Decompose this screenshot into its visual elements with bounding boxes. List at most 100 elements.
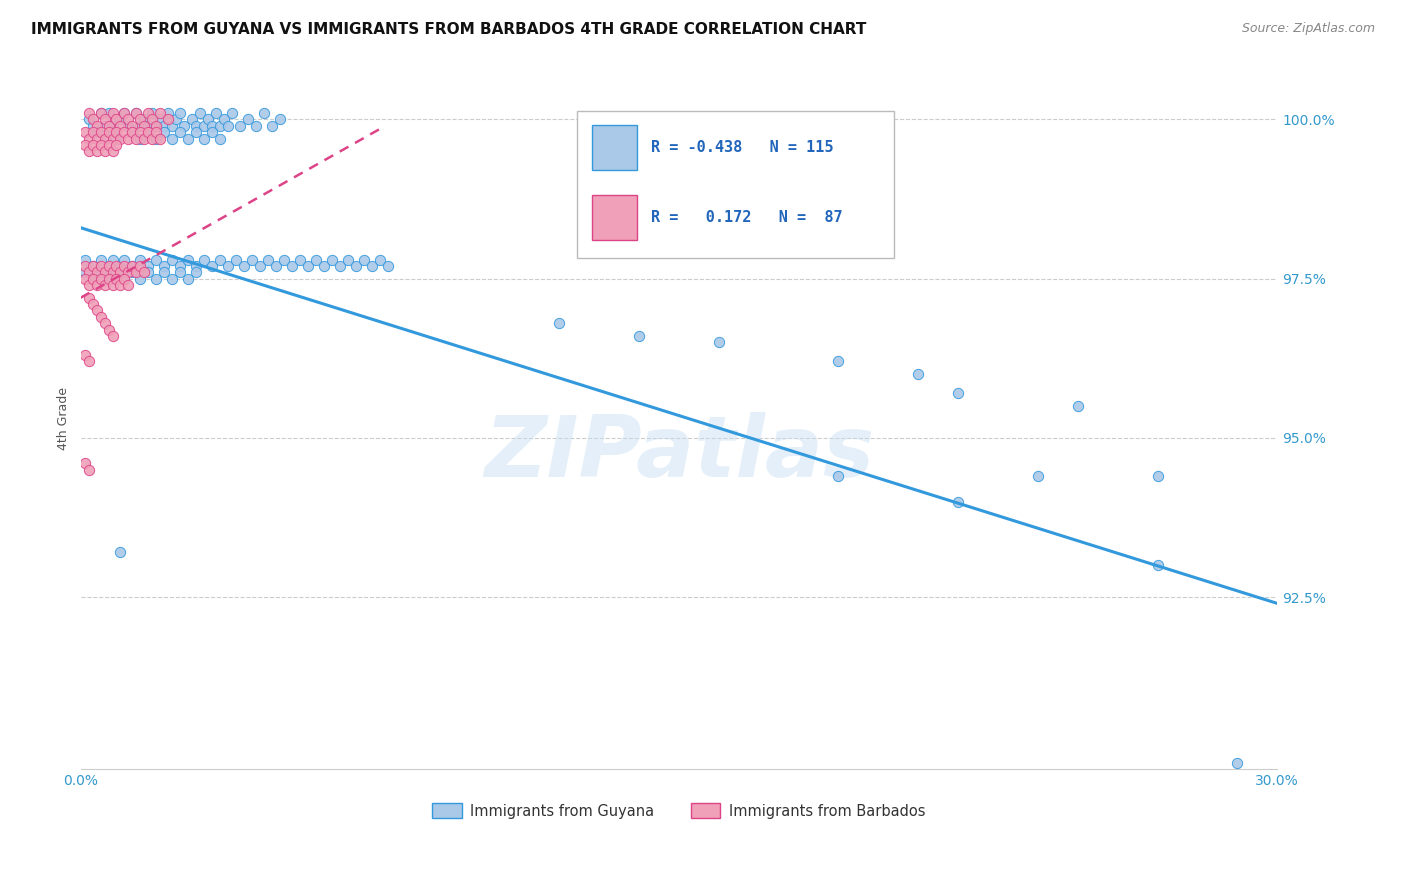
Point (193, 131, 215, 145)
Point (217, 119, 239, 133)
Text: IMMIGRANTS FROM GUYANA VS IMMIGRANTS FROM BARBADOS 4TH GRADE CORRELATION CHART: IMMIGRANTS FROM GUYANA VS IMMIGRANTS FRO… (31, 22, 866, 37)
Point (186, 125, 208, 139)
Point (1026, 469, 1049, 483)
Point (117, 265, 139, 279)
Point (138, 106, 160, 120)
Point (125, 131, 148, 145)
Point (97, 271, 120, 285)
Point (1226, 756, 1249, 770)
Point (77, 106, 100, 120)
Point (177, 271, 200, 285)
Point (77, 112, 100, 127)
Point (138, 265, 160, 279)
Point (114, 106, 136, 120)
Point (77, 463, 100, 477)
Point (114, 259, 136, 273)
Point (110, 278, 132, 293)
Point (240, 252, 263, 267)
Point (169, 259, 191, 273)
Point (145, 252, 167, 267)
Point (105, 265, 128, 279)
Point (269, 112, 291, 127)
Point (353, 252, 375, 267)
Point (907, 367, 929, 381)
Point (162, 119, 184, 133)
Legend: Immigrants from Guyana, Immigrants from Barbados: Immigrants from Guyana, Immigrants from … (426, 797, 931, 825)
Point (114, 271, 136, 285)
Point (101, 119, 124, 133)
Point (153, 265, 176, 279)
Point (157, 112, 180, 127)
Point (134, 112, 156, 127)
Point (101, 106, 124, 120)
Point (90, 271, 112, 285)
Text: Source: ZipAtlas.com: Source: ZipAtlas.com (1241, 22, 1375, 36)
Point (121, 265, 143, 279)
Point (97, 119, 120, 133)
Point (86, 131, 108, 145)
Point (138, 119, 160, 133)
Point (162, 252, 184, 267)
Point (90, 265, 112, 279)
Point (90, 137, 112, 152)
Point (110, 112, 132, 127)
Point (145, 119, 167, 133)
Point (173, 119, 195, 133)
Point (121, 259, 143, 273)
Point (312, 259, 335, 273)
Point (90, 310, 112, 324)
Point (117, 278, 139, 293)
Point (225, 252, 247, 267)
Point (82, 271, 104, 285)
Point (97, 259, 120, 273)
Point (264, 259, 287, 273)
Point (707, 335, 730, 350)
Point (114, 252, 136, 267)
Point (77, 265, 100, 279)
Point (129, 125, 152, 139)
Point (121, 119, 143, 133)
Point (129, 271, 152, 285)
Point (134, 119, 156, 133)
Point (129, 259, 152, 273)
Point (377, 259, 399, 273)
Point (153, 259, 176, 273)
Point (73, 252, 96, 267)
Point (297, 259, 319, 273)
FancyBboxPatch shape (592, 194, 637, 240)
Text: ZIPatlas: ZIPatlas (484, 412, 875, 495)
Point (97, 271, 120, 285)
Point (121, 125, 143, 139)
Y-axis label: 4th Grade: 4th Grade (58, 387, 70, 450)
Point (138, 259, 160, 273)
Point (233, 259, 256, 273)
Point (360, 259, 382, 273)
Point (209, 119, 232, 133)
Point (145, 125, 167, 139)
Point (97, 137, 120, 152)
Point (105, 112, 128, 127)
Point (138, 125, 160, 139)
Point (1067, 399, 1090, 413)
Point (249, 259, 271, 273)
Point (117, 131, 139, 145)
Point (186, 265, 208, 279)
Point (125, 265, 148, 279)
Point (82, 297, 104, 311)
Point (344, 259, 367, 273)
Point (305, 252, 328, 267)
Point (97, 125, 120, 139)
Point (368, 252, 391, 267)
Point (105, 259, 128, 273)
Point (186, 259, 208, 273)
Point (93, 145, 115, 159)
Point (101, 278, 124, 293)
Point (205, 106, 228, 120)
Point (162, 271, 184, 285)
Text: R = -0.438   N = 115: R = -0.438 N = 115 (651, 140, 834, 155)
Point (201, 125, 224, 139)
Point (93, 131, 115, 145)
Point (82, 259, 104, 273)
Point (90, 252, 112, 267)
Point (157, 106, 180, 120)
